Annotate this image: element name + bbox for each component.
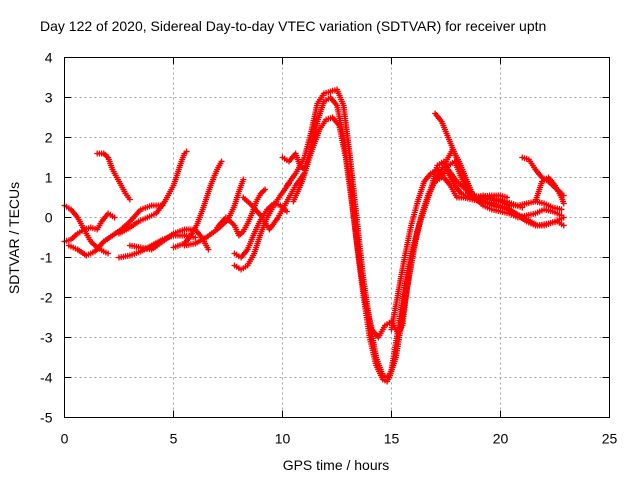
x-tick-label: 5 xyxy=(170,431,178,447)
y-tick-label: -4 xyxy=(40,370,53,386)
data-point xyxy=(205,246,212,253)
series-arc-8 xyxy=(170,158,225,251)
axis-ticks xyxy=(64,57,610,418)
series-arc-6 xyxy=(116,148,190,237)
x-tick-labels: 0 5 10 15 20 25 xyxy=(61,431,618,447)
series-arc-19 xyxy=(445,166,565,221)
data-series xyxy=(61,86,567,385)
chart-title: Day 122 of 2020, Sidereal Day-to-day VTE… xyxy=(40,18,546,34)
series-arc-7 xyxy=(126,226,212,253)
series-trace xyxy=(285,88,524,379)
series-arc-3 xyxy=(65,202,166,259)
data-point xyxy=(283,208,290,215)
y-tick-label: 3 xyxy=(45,90,53,106)
y-tick-label: 2 xyxy=(45,130,53,146)
data-point xyxy=(558,212,565,219)
data-point xyxy=(192,234,199,241)
x-tick-label: 20 xyxy=(493,431,509,447)
plot-frame xyxy=(64,57,610,418)
grid xyxy=(64,57,610,418)
data-point xyxy=(560,222,567,229)
data-point xyxy=(111,214,118,221)
y-tick-label: 1 xyxy=(45,170,53,186)
y-tick-label: -1 xyxy=(40,250,53,266)
y-axis-title: SDTVAR / TECUs xyxy=(6,182,22,294)
y-tick-label: 4 xyxy=(45,50,53,66)
y-tick-labels: -5 -4 -3 -2 -1 0 1 2 3 4 xyxy=(40,50,53,426)
x-axis-title: GPS time / hours xyxy=(283,457,390,473)
data-point xyxy=(558,206,565,213)
data-point xyxy=(183,148,190,155)
data-point xyxy=(504,194,510,201)
series-arc-2 xyxy=(61,210,118,245)
x-tick-label: 0 xyxy=(61,431,69,447)
series-trace xyxy=(292,116,509,339)
y-tick-label: -5 xyxy=(40,410,53,426)
data-point xyxy=(126,196,133,203)
data-point xyxy=(218,158,225,165)
x-tick-label: 25 xyxy=(602,431,618,447)
series-arc-16 xyxy=(290,114,510,341)
y-tick-label: -2 xyxy=(40,290,53,306)
series-arc-22 xyxy=(532,174,567,207)
y-tick-label: 0 xyxy=(45,210,53,226)
series-arc-4 xyxy=(94,150,133,203)
y-tick-label: -3 xyxy=(40,330,53,346)
x-tick-label: 15 xyxy=(384,431,400,447)
data-point xyxy=(105,250,112,257)
data-point xyxy=(262,186,269,193)
x-tick-label: 10 xyxy=(275,431,291,447)
data-point xyxy=(560,200,567,207)
data-point xyxy=(240,176,247,183)
series-arc-20 xyxy=(471,192,565,213)
